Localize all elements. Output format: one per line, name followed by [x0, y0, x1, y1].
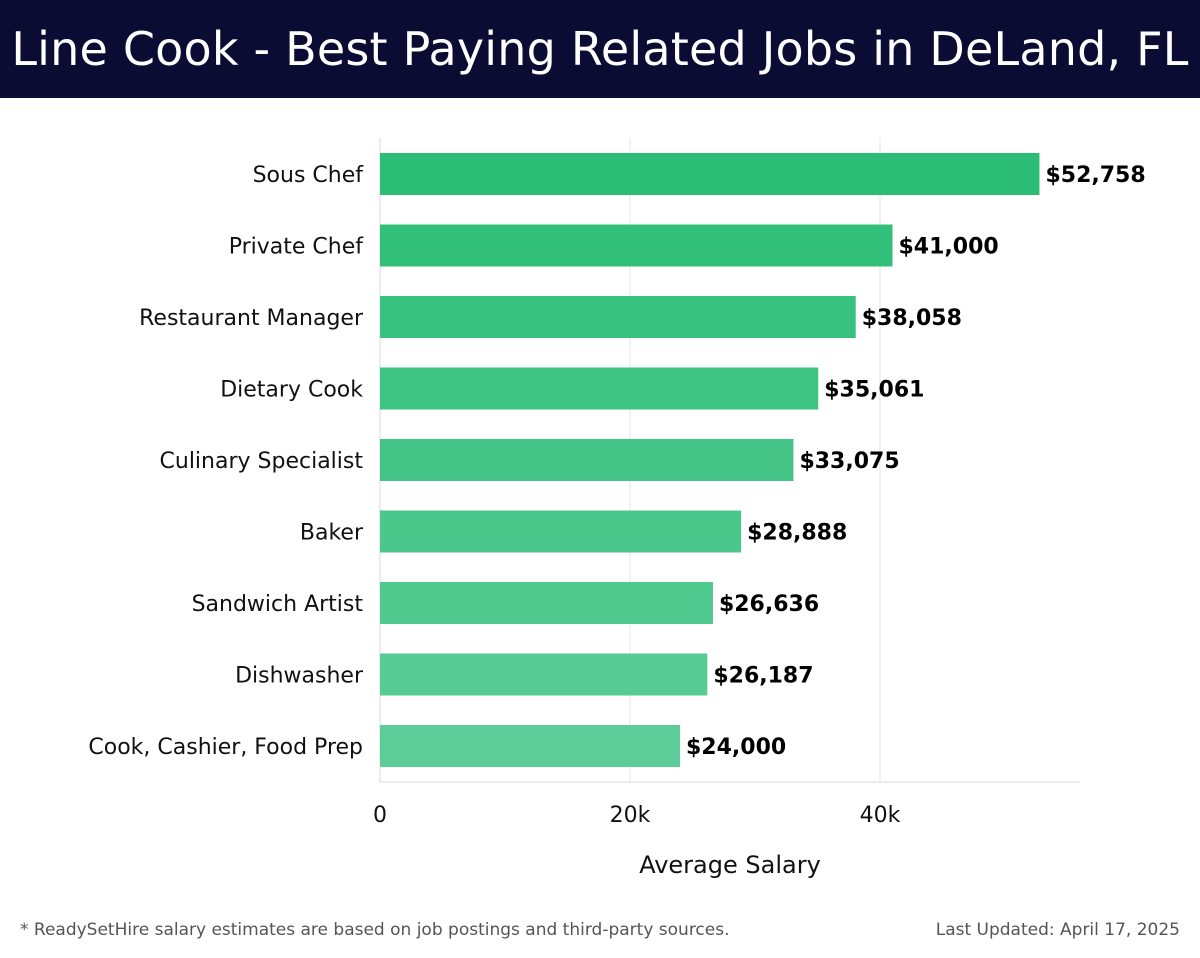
salary-bar-chart: Sous Chef Private Chef Restaurant Manager D… — [88, 138, 1146, 879]
footnote: * ReadySetHire salary estimates are base… — [20, 920, 730, 940]
value-label: $24,000 — [686, 735, 786, 760]
bar — [380, 367, 819, 410]
chart-title: Line Cook - Best Paying Related Jobs in … — [11, 22, 1189, 76]
x-tick-label: 40k — [860, 803, 901, 828]
bar — [380, 725, 680, 767]
category-label: Sous Chef — [253, 163, 365, 188]
bar — [380, 582, 713, 624]
bar — [380, 439, 794, 481]
bar — [380, 224, 893, 267]
bar — [380, 653, 708, 696]
category-label: Culinary Specialist — [160, 449, 364, 474]
value-label: $35,061 — [824, 378, 924, 403]
category-label: Dishwasher — [235, 664, 364, 689]
category-label: Baker — [300, 521, 364, 546]
category-label: Restaurant Manager — [139, 306, 364, 331]
value-label: $26,636 — [719, 592, 819, 617]
value-label: $33,075 — [799, 449, 899, 474]
value-label: $41,000 — [899, 235, 999, 260]
category-label: Private Chef — [229, 235, 365, 260]
bar — [380, 510, 742, 553]
x-axis-ticks: 0 20k 40k — [373, 803, 901, 828]
value-labels: $52,758 $41,000 $38,058 $35,061 $33,075 $28,8… — [686, 163, 1146, 760]
x-axis-label: Average Salary — [639, 851, 821, 879]
value-label: $26,187 — [713, 664, 813, 689]
value-label: $52,758 — [1045, 163, 1145, 188]
category-label: Dietary Cook — [220, 378, 363, 403]
x-tick-label: 0 — [373, 803, 387, 828]
bar — [380, 153, 1040, 195]
category-labels: Sous Chef Private Chef Restaurant Manager D… — [88, 163, 364, 760]
category-label: Cook, Cashier, Food Prep — [88, 735, 363, 760]
x-tick-label: 20k — [610, 803, 651, 828]
bar — [380, 296, 856, 338]
category-label: Sandwich Artist — [192, 592, 364, 617]
value-label: $28,888 — [747, 521, 847, 546]
bars — [380, 153, 1040, 767]
value-label: $38,058 — [862, 306, 962, 331]
chart-header: Line Cook - Best Paying Related Jobs in … — [0, 0, 1200, 98]
chart-footer: * ReadySetHire salary estimates are base… — [0, 912, 1200, 948]
last-updated: Last Updated: April 17, 2025 — [935, 920, 1180, 940]
